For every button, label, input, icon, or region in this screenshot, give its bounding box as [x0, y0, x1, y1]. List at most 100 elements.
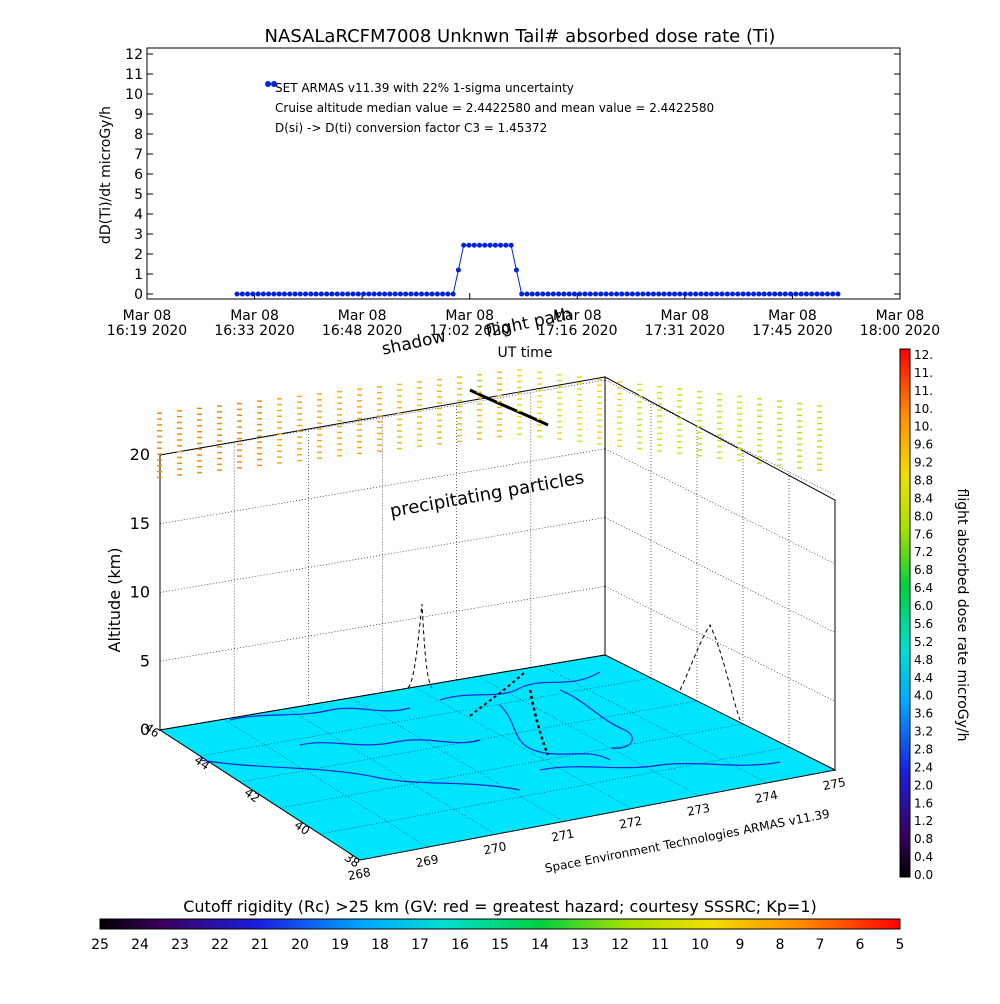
data-point: [318, 291, 324, 297]
data-point: [614, 291, 620, 297]
data-point: [408, 291, 414, 297]
flight-path-altitude: [469, 388, 549, 427]
right-colorbar-tick: 2.4: [914, 760, 933, 774]
shadow-trace: [679, 623, 741, 721]
bottom-colorbar-tick: 19: [331, 937, 349, 953]
right-colorbar-tick: 9.2: [914, 456, 933, 470]
x-tick-date: Mar 08: [876, 308, 925, 324]
y-tick-label: 11: [125, 67, 143, 83]
data-point: [355, 291, 361, 297]
data-point: [292, 291, 298, 297]
data-point: [682, 291, 688, 297]
annotation-text: D(si) -> D(ti) conversion factor C3 = 1.…: [275, 121, 547, 135]
data-point: [772, 291, 778, 297]
data-point: [624, 291, 630, 297]
data-point: [603, 291, 609, 297]
right-colorbar-tick: 9.6: [914, 438, 933, 452]
right-colorbar-tick: 10.: [914, 420, 933, 434]
dose-dashes: [157, 369, 822, 479]
data-point: [529, 291, 535, 297]
y-tick-label: 9: [134, 107, 143, 123]
chart-title: NASALaRCFM7008 Unknwn Tail# absorbed dos…: [265, 26, 776, 47]
right-colorbar-tick: 0.4: [914, 850, 933, 864]
data-point: [635, 291, 641, 297]
coastline: [499, 704, 611, 761]
x-tick-time: 18:00 2020: [860, 323, 940, 339]
right-colorbar-tick: 6.8: [914, 563, 933, 577]
floor-grid-line: [414, 686, 632, 809]
x-tick-date: Mar 08: [661, 308, 710, 324]
data-point: [303, 291, 309, 297]
data-point: [255, 291, 261, 297]
data-point: [756, 291, 762, 297]
data-point: [250, 291, 256, 297]
right-colorbar-tick: 11.: [914, 384, 933, 398]
lon-tick-label: 269: [415, 852, 440, 870]
floor-grid-line: [350, 697, 564, 822]
coastline: [199, 759, 521, 791]
data-point: [440, 291, 446, 297]
y-axis-label: dD(Ti)/dt microGy/h: [98, 106, 114, 244]
altitude-axis-label: Altitude (km): [105, 548, 124, 653]
bottom-colorbar-tick: 7: [816, 937, 825, 953]
right-colorbar-tick: 10.: [914, 402, 933, 416]
bottom-colorbar-tick: 22: [211, 937, 229, 953]
right-colorbar-tick: 0.8: [914, 832, 933, 846]
x-tick-time: 16:19 2020: [107, 323, 187, 339]
y-tick-label: 1: [134, 267, 143, 283]
data-point: [608, 291, 614, 297]
x-tick-time: 17:31 2020: [645, 323, 725, 339]
bottom-colorbar-tick: 9: [736, 937, 745, 953]
data-point: [708, 291, 714, 297]
data-point: [234, 291, 240, 297]
data-point: [513, 267, 519, 273]
right-colorbar-tick: 5.2: [914, 635, 933, 649]
right-colorbar-tick: 8.8: [914, 474, 933, 488]
floor-grid-line: [199, 677, 652, 757]
x-tick-date: Mar 08: [553, 308, 602, 324]
data-point: [424, 291, 430, 297]
coastline: [539, 761, 781, 771]
bottom-colorbar: [99, 918, 901, 930]
y-tick-label: 8: [134, 127, 143, 143]
data-point: [324, 291, 330, 297]
right-colorbar-tick: 7.2: [914, 545, 933, 559]
data-point: [656, 291, 662, 297]
y-tick-label: 10: [125, 87, 143, 103]
data-point: [482, 242, 488, 248]
coastlines: [199, 388, 781, 791]
data-point: [376, 291, 382, 297]
altitude-tick-label: 15: [130, 514, 150, 533]
data-point: [503, 242, 509, 248]
series-blue: [234, 81, 841, 297]
bottom-colorbar-label: Cutoff rigidity (Rc) >25 km (GV: red = g…: [183, 897, 817, 916]
data-point: [339, 291, 345, 297]
right-colorbar-label: flight absorbed dose rate microGy/h: [954, 489, 970, 742]
data-point: [350, 291, 356, 297]
right-colorbar-tick: 0.0: [914, 868, 933, 882]
alt-grid-line: [604, 654, 836, 771]
flight-path-ground: [528, 689, 550, 756]
coastline: [299, 739, 481, 746]
data-point: [582, 291, 588, 297]
bottom-colorbar-tick: 11: [651, 937, 669, 953]
data-point: [276, 291, 282, 297]
data-point: [719, 291, 725, 297]
series-line: [237, 244, 838, 295]
right-colorbar-tick: 2.0: [914, 778, 933, 792]
altitude-tick-label: 5: [140, 651, 150, 670]
data-point: [545, 291, 551, 297]
alt-grid-line: [604, 517, 836, 633]
altitude-tick-label: 10: [130, 583, 150, 602]
right-colorbar-tick: 7.6: [914, 527, 933, 541]
data-point: [703, 291, 709, 297]
data-point: [281, 291, 287, 297]
alt-grid-line: [159, 585, 606, 662]
data-point: [260, 291, 266, 297]
data-point: [592, 291, 598, 297]
right-colorbar-tick: 4.4: [914, 671, 933, 685]
right-colorbar-tick: 3.6: [914, 707, 933, 721]
right-colorbar-tick: 4.8: [914, 653, 933, 667]
